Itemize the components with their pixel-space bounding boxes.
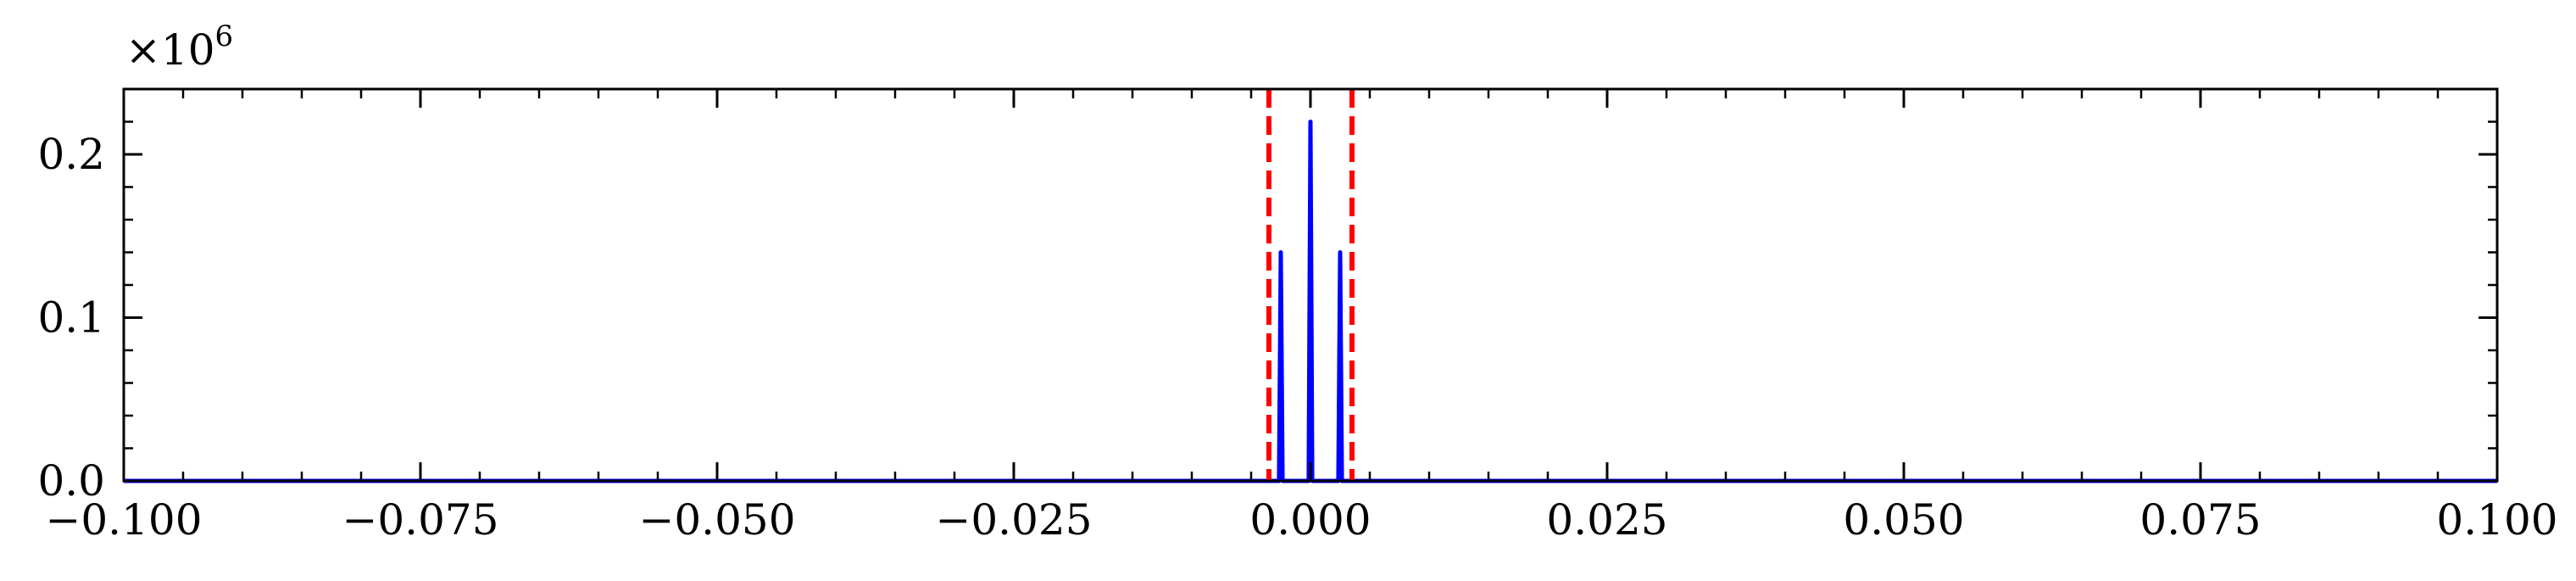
y-scale-base: ×10 xyxy=(125,25,215,75)
threshold-lines xyxy=(1266,89,1355,481)
y-scale-exponent: 6 xyxy=(215,20,234,53)
plot-frame xyxy=(122,87,2499,483)
x-tick-label: −0.050 xyxy=(638,495,795,545)
y-tick-label: 0.0 xyxy=(37,456,105,506)
y-tick-label: 0.2 xyxy=(37,130,105,179)
x-tick-label: −0.025 xyxy=(935,495,1092,545)
y-tick-label: 0.1 xyxy=(37,293,105,343)
x-tick-label: 0.025 xyxy=(1546,495,1667,545)
x-tick-label: 0.050 xyxy=(1843,495,1964,545)
tick-labels: −0.100 −0.075 −0.050 −0.025 0.000 0.025 0.050 0… xyxy=(37,130,2557,545)
x-tick-label: 0.075 xyxy=(2139,495,2261,545)
x-tick-label: 0.100 xyxy=(2436,495,2557,545)
x-tick-label: −0.100 xyxy=(45,495,202,545)
series-layer xyxy=(124,120,2497,483)
series-line-0 xyxy=(124,120,2497,483)
x-tick-label: 0.000 xyxy=(1249,495,1371,545)
x-tick-label: −0.075 xyxy=(342,495,498,545)
y-scale-multiplier: ×106 xyxy=(125,20,233,75)
axis-ticks xyxy=(122,89,2499,483)
